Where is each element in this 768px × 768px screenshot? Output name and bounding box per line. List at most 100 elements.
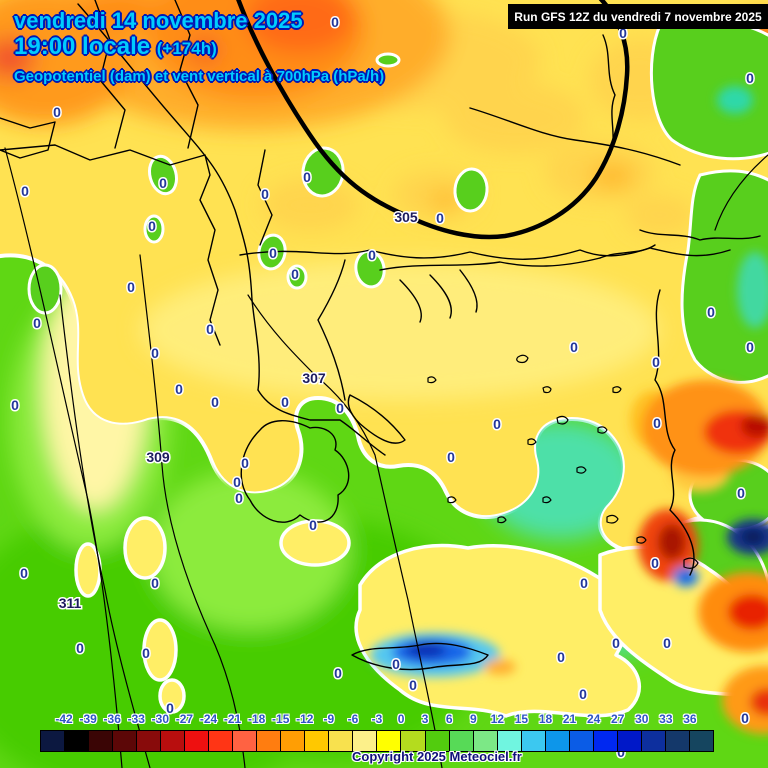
map-zero-label: 0 xyxy=(737,485,745,501)
map-zero-label: 0 xyxy=(651,555,659,571)
map-zero-label: 0 xyxy=(175,381,183,397)
map-zero-label: 0 xyxy=(617,744,625,760)
green-region-northeast xyxy=(649,18,768,161)
map-zero-label: 0 xyxy=(580,575,588,591)
map-zero-label: 0 xyxy=(21,183,29,199)
map-zero-label: 0 xyxy=(619,25,627,41)
scale-label-33: 33 xyxy=(659,712,673,726)
map-zero-label: 0 xyxy=(166,700,174,716)
map-zero-label: 0 xyxy=(206,321,214,337)
map-zero-label: 0 xyxy=(142,645,150,661)
scale-cell-6 xyxy=(185,731,210,751)
geopotential-contours xyxy=(4,147,768,768)
model-run-info: Run GFS 12Z du vendredi 7 novembre 2025 xyxy=(508,4,768,29)
map-zero-label: 0 xyxy=(33,315,41,331)
scale-label--15: -15 xyxy=(272,712,290,726)
scale-label-3: 3 xyxy=(421,712,429,726)
scale-label--27: -27 xyxy=(175,712,194,726)
scale-label--36: -36 xyxy=(103,712,121,726)
scale-label--42: -42 xyxy=(55,712,73,726)
scale-cell-26 xyxy=(665,731,690,751)
map-zero-label: 0 xyxy=(11,397,19,413)
map-zero-label: 0 xyxy=(309,517,317,533)
crete-blue-maximum xyxy=(370,633,516,677)
map-zero-label: 0 xyxy=(570,339,578,355)
scale-label--30: -30 xyxy=(151,712,170,726)
scale-cell-9 xyxy=(257,731,282,751)
scale-cell-18 xyxy=(473,731,498,751)
map-zero-label: 0 xyxy=(303,169,311,185)
scale-label--18: -18 xyxy=(247,712,266,726)
scale-cell-14 xyxy=(377,731,402,751)
scale-label--3: -3 xyxy=(371,712,383,726)
scale-label--21: -21 xyxy=(223,712,242,726)
color-scale-bar xyxy=(40,730,714,752)
color-scale-labels: -42 -39 -36 -33 -30 -27 -24 -21 -18 -15 -12 -9 -6 -3 0… xyxy=(40,712,714,728)
scale-cell-21 xyxy=(545,731,570,751)
scale-cell-8 xyxy=(233,731,258,751)
map-parameter-title: Geopotentiel (dam) et vent vertical à 70… xyxy=(14,68,385,85)
map-zero-label: 0 xyxy=(241,455,249,471)
map-zero-label: 0 xyxy=(76,640,84,656)
scale-cell-13 xyxy=(353,731,378,751)
map-zero-label: 0 xyxy=(746,339,754,355)
scale-cell-2 xyxy=(89,731,114,751)
map-zero-label: 0 xyxy=(334,665,342,681)
map-zero-label: 0 xyxy=(447,449,455,465)
scale-cell-20 xyxy=(521,731,546,751)
map-zero-label: 0 xyxy=(291,266,299,282)
contour-label-311: 311 xyxy=(59,595,82,611)
scale-label-6: 6 xyxy=(445,712,453,726)
map-zero-label: 0 xyxy=(336,400,344,416)
scale-cell-3 xyxy=(113,731,138,751)
scale-cell-5 xyxy=(161,731,186,751)
map-zero-label: 0 xyxy=(269,245,277,261)
scale-label-21: 21 xyxy=(562,712,577,726)
map-zero-label: 0 xyxy=(409,677,417,693)
contour-305-line xyxy=(236,0,630,240)
green-region-east xyxy=(680,169,768,384)
map-zero-label: 0 xyxy=(331,14,339,30)
scale-label--33: -33 xyxy=(127,712,145,726)
coastlines xyxy=(0,3,761,671)
map-zero-label: 0 xyxy=(579,686,587,702)
scale-cell-0 xyxy=(41,731,66,751)
map-zero-label: 0 xyxy=(261,186,269,202)
scale-cell-22 xyxy=(569,731,594,751)
scale-cell-11 xyxy=(305,731,330,751)
forecast-offset: (+174h) xyxy=(156,39,217,58)
scale-cell-19 xyxy=(497,731,522,751)
scale-cell-12 xyxy=(329,731,354,751)
map-zero-label: 0 xyxy=(663,635,671,651)
map-zero-label: 0 xyxy=(436,210,444,226)
scale-label-9: 9 xyxy=(469,712,477,726)
scale-label--6: -6 xyxy=(347,712,359,726)
map-zero-label: 0 xyxy=(151,345,159,361)
map-zero-label: 0 xyxy=(233,474,241,490)
map-zero-label: 0 xyxy=(148,218,156,234)
contour-label-307: 307 xyxy=(302,370,326,386)
scale-label-12: 12 xyxy=(490,712,505,726)
scale-label--12: -12 xyxy=(296,712,314,726)
aegean-islands xyxy=(427,354,699,569)
map-zero-label: 0 xyxy=(127,279,135,295)
map-zero-label: 0 xyxy=(159,175,167,191)
forecast-time-text: 19:00 locale xyxy=(14,33,151,60)
scale-cell-4 xyxy=(137,731,162,751)
map-zero-label: 0 xyxy=(20,565,28,581)
scale-label-36: 36 xyxy=(683,712,697,726)
scale-label-18: 18 xyxy=(538,712,553,726)
scale-label-30: 30 xyxy=(635,712,649,726)
scale-label--39: -39 xyxy=(79,712,97,726)
copyright-notice: Copyright 2025 Meteociel.fr xyxy=(352,749,522,764)
scale-label-27: 27 xyxy=(611,712,625,726)
scale-label-0: 0 xyxy=(397,712,405,726)
scale-cell-24 xyxy=(617,731,642,751)
map-zero-label: 0 xyxy=(612,635,620,651)
map-zero-label: 0 xyxy=(741,710,749,726)
scale-cell-17 xyxy=(449,731,474,751)
scale-cell-25 xyxy=(641,731,666,751)
map-zero-label: 0 xyxy=(235,490,243,506)
